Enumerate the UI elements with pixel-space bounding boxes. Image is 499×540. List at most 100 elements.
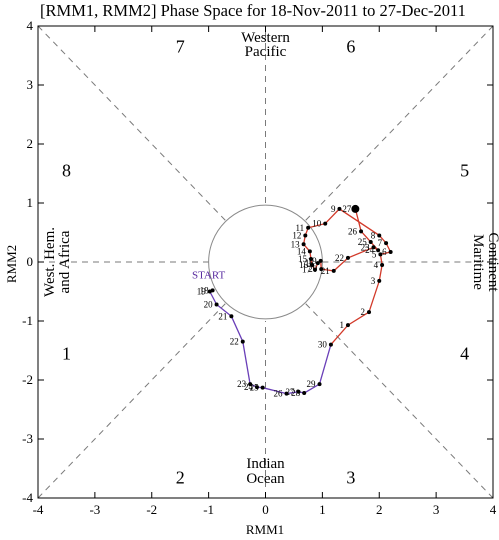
y-tick-label: 2 [27,136,34,151]
x-axis-label: RMM1 [246,522,284,537]
x-tick-label: 4 [490,502,497,517]
region-label-top: Pacific [245,44,287,60]
x-tick-label: -1 [203,502,214,517]
data-point [296,389,301,394]
data-point [331,268,336,273]
day-label: 24 [365,245,375,255]
day-label: 16 [299,260,309,270]
day-label: 15 [298,254,308,264]
data-point [376,248,381,253]
data-point [378,252,383,257]
day-label: 18 [305,258,315,268]
region-label-right: Continent [485,232,499,292]
guide-line [305,25,494,221]
day-label: 5 [372,249,377,259]
end-point [351,204,360,213]
day-label: 21 [321,266,330,276]
data-point [359,229,364,234]
day-label: 20 [308,264,318,274]
phase-label: 4 [460,343,469,363]
day-label: 20 [204,299,214,309]
data-point [337,206,342,211]
y-axis-label: RMM2 [4,245,19,283]
series-line [302,208,392,346]
data-point [306,225,311,230]
data-point [303,233,308,238]
data-point [345,323,350,328]
data-point [260,385,265,390]
day-label: 4 [374,260,379,270]
y-tick-label: 4 [27,18,34,33]
day-label: 19 [197,287,207,297]
data-point [368,239,373,244]
data-point [328,342,333,347]
data-point [319,267,324,272]
data-point [214,302,219,307]
data-point [248,382,253,387]
day-label: 30 [318,340,328,350]
chart-title: [RMM1, RMM2] Phase Space for 18-Nov-2011… [40,1,466,20]
day-label: 23 [237,379,247,389]
phase-label: 3 [346,467,355,487]
x-tick-label: -3 [89,502,100,517]
data-point [384,241,389,246]
day-label: 12 [292,230,301,240]
data-point [323,221,328,226]
data-point [367,310,372,315]
region-label-top: Western [241,30,290,46]
data-point [309,257,313,262]
data-point [284,391,289,396]
phase-label: 2 [176,467,185,487]
day-label: 26 [274,389,284,399]
region-label-bottom: Indian [246,456,285,472]
day-label: 17 [302,265,312,275]
data-point [310,262,315,267]
data-point [377,233,382,238]
phase-label: 5 [460,161,469,181]
day-label: 23 [361,242,371,252]
y-tick-label: -4 [22,490,33,505]
phase-guide-lines [37,25,494,499]
day-label: 25 [358,237,368,247]
y-tick-label: 1 [27,195,34,210]
day-label: 27 [342,204,352,214]
region-label-right: Maritime [470,234,486,290]
y-tick-label: 0 [27,254,34,269]
x-tick-label: 0 [262,502,269,517]
x-tick-label: -4 [33,502,44,517]
region-label-left: and Africa [57,230,73,293]
data-point [254,385,259,390]
data-point [312,267,317,272]
x-tick-label: 1 [319,502,326,517]
data-point [315,261,320,266]
y-tick-label: -3 [22,431,33,446]
data-point [301,242,306,247]
day-label: 13 [291,239,301,249]
day-label: 29 [307,379,317,389]
phase-label: 7 [176,37,185,57]
data-point [388,249,393,254]
day-label: 10 [312,219,322,229]
phase-label: 6 [346,37,355,57]
phase-label: 1 [62,343,71,363]
day-label: 2 [361,307,366,317]
day-label: 21 [218,311,227,321]
phase-label: 8 [62,161,71,181]
day-label: 3 [371,276,376,286]
y-tick-label: -1 [22,313,33,328]
day-label: 27 [285,387,295,397]
data-point [371,245,376,250]
day-label: 19 [308,256,318,266]
data-point [317,382,322,387]
data-point [345,255,350,260]
day-label: 11 [295,223,304,233]
start-label: START [192,269,226,281]
day-label: 22 [230,337,239,347]
day-label: 18 [200,285,210,295]
day-label: 22 [335,253,344,263]
